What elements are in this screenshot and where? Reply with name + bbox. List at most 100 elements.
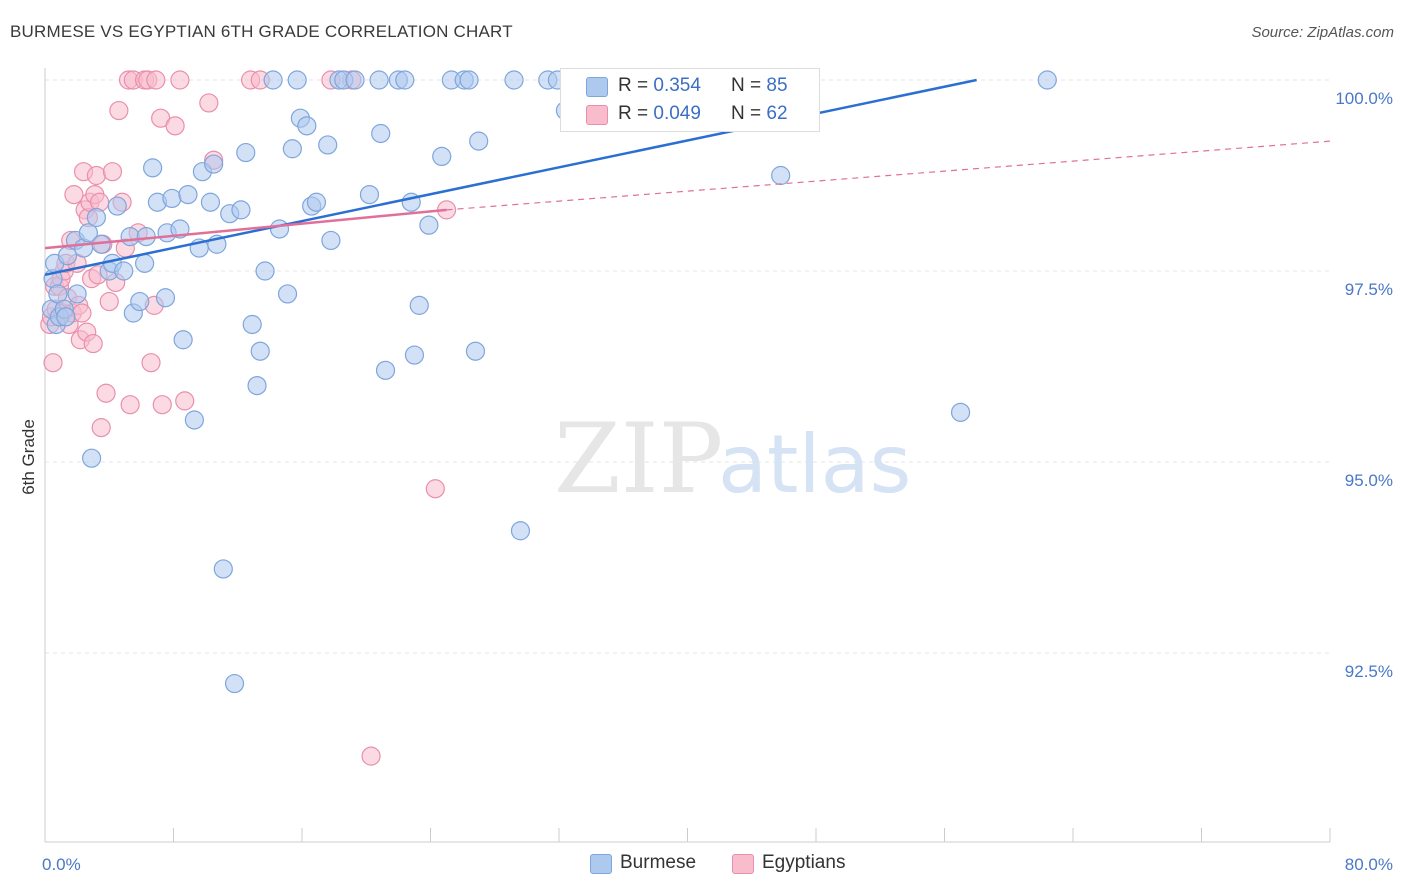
- burmese-point[interactable]: [255, 261, 275, 281]
- legend-n-value: 85: [766, 75, 788, 96]
- burmese-point[interactable]: [318, 135, 338, 155]
- watermark: ZIP atlas: [554, 403, 911, 515]
- chart-source: Source: ZipAtlas.com: [1251, 24, 1394, 41]
- egyptian-point[interactable]: [43, 353, 63, 373]
- burmese-point[interactable]: [204, 154, 224, 174]
- burmese-point[interactable]: [114, 261, 134, 281]
- egyptian-point[interactable]: [83, 333, 103, 354]
- egyptian-point[interactable]: [99, 291, 119, 312]
- egyptian-point[interactable]: [120, 395, 140, 415]
- y-tick-label: 100.0%: [1335, 89, 1393, 108]
- series-swatch-burmese: [590, 854, 612, 874]
- burmese-point[interactable]: [510, 521, 531, 541]
- egyptian-point[interactable]: [86, 165, 107, 186]
- burmese-point[interactable]: [120, 227, 140, 247]
- burmese-point[interactable]: [143, 158, 163, 178]
- egyptian-point[interactable]: [72, 303, 92, 323]
- egyptian-trend-line: [44, 208, 447, 250]
- egyptian-point[interactable]: [141, 353, 161, 373]
- burmese-point[interactable]: [170, 219, 190, 239]
- legend-r-label: R =: [618, 75, 649, 96]
- burmese-point[interactable]: [287, 70, 307, 90]
- egyptian-point[interactable]: [102, 162, 123, 182]
- egyptian-point[interactable]: [64, 185, 84, 205]
- burmese-point[interactable]: [78, 223, 98, 243]
- burmese-point[interactable]: [107, 196, 127, 216]
- burmese-point[interactable]: [459, 70, 479, 90]
- burmese-point[interactable]: [469, 131, 489, 151]
- burmese-point[interactable]: [56, 307, 76, 327]
- burmese-point[interactable]: [67, 284, 87, 304]
- burmese-point[interactable]: [1037, 70, 1057, 90]
- egyptian-point[interactable]: [361, 746, 381, 766]
- legend-row-burmese: R = 0.354 N = 85: [561, 73, 819, 101]
- egyptian-point[interactable]: [109, 100, 129, 121]
- legend-r-egyptians: R = 0.049: [618, 103, 701, 125]
- series-label-burmese: Burmese: [620, 852, 697, 873]
- burmese-point[interactable]: [247, 376, 267, 396]
- legend-r-value: 0.049: [653, 103, 701, 124]
- burmese-point[interactable]: [409, 295, 429, 315]
- burmese-point[interactable]: [321, 230, 341, 251]
- legend-n-label: N =: [731, 103, 762, 124]
- burmese-point[interactable]: [277, 284, 298, 304]
- legend-r-value: 0.354: [653, 75, 701, 96]
- burmese-point[interactable]: [371, 123, 391, 144]
- watermark-atlas: atlas: [718, 418, 911, 511]
- burmese-point[interactable]: [81, 448, 102, 468]
- burmese-point[interactable]: [375, 360, 396, 380]
- burmese-point[interactable]: [369, 70, 389, 90]
- burmese-point[interactable]: [213, 559, 233, 579]
- burmese-point[interactable]: [404, 345, 425, 365]
- burmese-point[interactable]: [173, 330, 193, 350]
- burmese-point[interactable]: [465, 341, 486, 361]
- burmese-point[interactable]: [432, 146, 452, 166]
- x-tick-label: 0.0%: [42, 855, 81, 874]
- burmese-point[interactable]: [224, 673, 245, 694]
- egyptian-point[interactable]: [152, 395, 172, 415]
- egyptian-point[interactable]: [199, 93, 219, 113]
- burmese-point[interactable]: [155, 288, 176, 308]
- burmese-point[interactable]: [419, 215, 439, 235]
- burmese-point[interactable]: [306, 192, 327, 212]
- burmese-point[interactable]: [130, 291, 150, 312]
- burmese-point[interactable]: [395, 70, 415, 90]
- burmese-point[interactable]: [297, 116, 317, 136]
- egyptian-point[interactable]: [91, 418, 111, 438]
- burmese-point[interactable]: [250, 341, 270, 361]
- egyptian-point[interactable]: [96, 383, 116, 403]
- egyptian-point[interactable]: [175, 391, 195, 411]
- legend-n-egyptians: N = 62: [731, 103, 788, 125]
- burmese-point[interactable]: [242, 314, 262, 335]
- burmese-point[interactable]: [162, 188, 182, 209]
- burmese-point[interactable]: [282, 139, 302, 159]
- burmese-point[interactable]: [345, 70, 365, 90]
- legend-swatch-burmese: [586, 77, 608, 97]
- egyptian-point[interactable]: [165, 116, 185, 136]
- burmese-point[interactable]: [86, 207, 107, 228]
- egyptian-point[interactable]: [146, 70, 166, 90]
- burmese-point[interactable]: [184, 410, 204, 430]
- trend-layer: [44, 78, 1331, 277]
- burmese-point[interactable]: [359, 185, 380, 205]
- burmese-point[interactable]: [200, 192, 221, 212]
- burmese-point[interactable]: [504, 70, 524, 90]
- burmese-point[interactable]: [231, 200, 251, 220]
- axis-layer: 0.0% 80.0%: [42, 68, 1393, 874]
- burmese-trend-line: [44, 78, 977, 277]
- burmese-point[interactable]: [263, 70, 283, 90]
- series-swatch-egyptians: [732, 854, 754, 874]
- burmese-point[interactable]: [950, 402, 971, 422]
- chart-title: BURMESE VS EGYPTIAN 6TH GRADE CORRELATIO…: [10, 22, 513, 41]
- egyptian-trend-extension: [446, 140, 1331, 211]
- egyptian-point[interactable]: [425, 479, 445, 499]
- burmese-point[interactable]: [771, 165, 791, 186]
- burmese-point[interactable]: [236, 142, 256, 163]
- burmese-point[interactable]: [178, 185, 198, 205]
- grid-layer: 100.0% 97.5% 95.0% 92.5%: [45, 79, 1393, 681]
- burmese-point[interactable]: [134, 253, 155, 273]
- y-tick-label: 97.5%: [1345, 280, 1393, 299]
- burmese-point[interactable]: [269, 219, 290, 239]
- egyptian-point[interactable]: [170, 70, 190, 90]
- y-tick-label: 95.0%: [1345, 471, 1393, 490]
